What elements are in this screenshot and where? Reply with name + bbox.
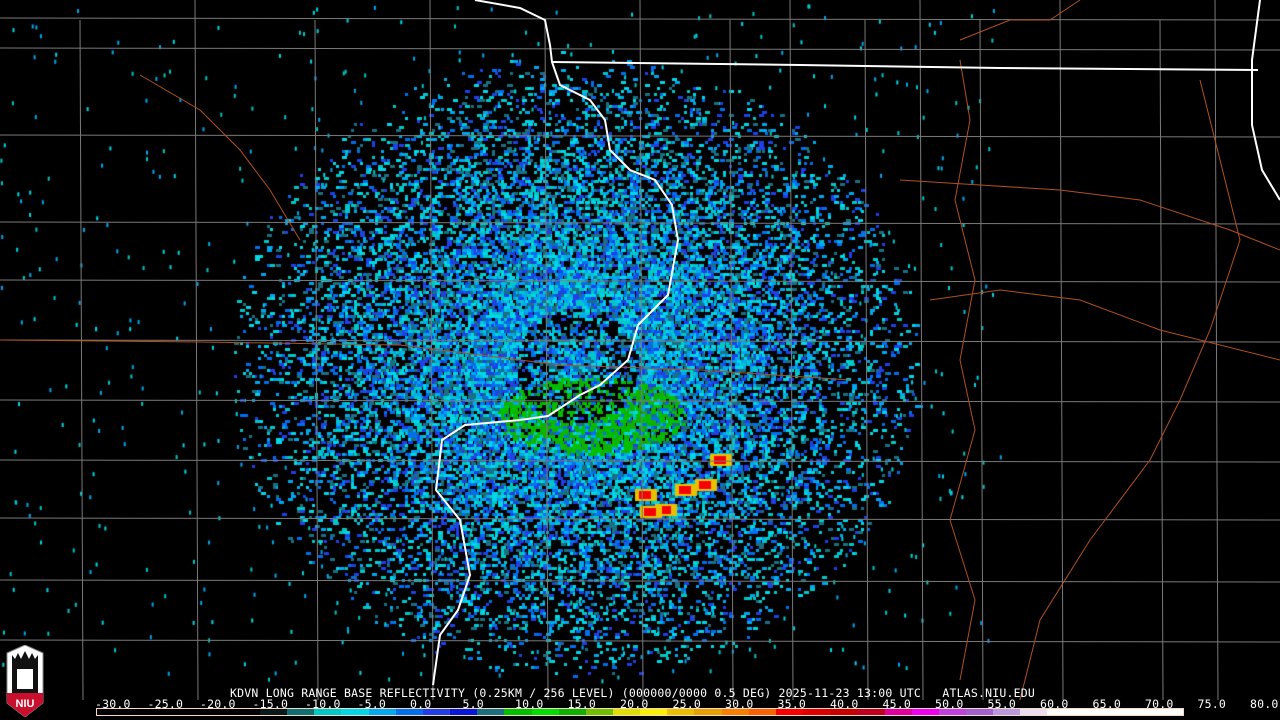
legend-swatch bbox=[504, 709, 532, 715]
legend-tick: -15.0 bbox=[252, 697, 289, 711]
legend-swatch bbox=[368, 709, 396, 715]
legend-swatch bbox=[1156, 709, 1184, 715]
legend-tick: 80.0 bbox=[1250, 697, 1279, 711]
legend-tick: 40.0 bbox=[830, 697, 859, 711]
county-line bbox=[0, 639, 1280, 643]
niu-logo: NIU bbox=[6, 645, 44, 717]
legend-tick: 60.0 bbox=[1040, 697, 1069, 711]
legend-tick: 0.0 bbox=[410, 697, 432, 711]
county-line bbox=[729, 19, 734, 701]
county-line bbox=[0, 221, 1280, 225]
legend-swatch bbox=[748, 709, 776, 715]
legend-swatch bbox=[884, 709, 912, 715]
legend-swatch bbox=[205, 709, 233, 715]
legend-swatch bbox=[803, 709, 831, 715]
legend-tick: -25.0 bbox=[147, 697, 184, 711]
county-line bbox=[194, 0, 199, 701]
legend-tick: 15.0 bbox=[567, 697, 596, 711]
legend-tick: -30.0 bbox=[95, 697, 131, 711]
legend-swatch bbox=[966, 709, 994, 715]
county-line bbox=[0, 134, 1280, 138]
legend-tick: 5.0 bbox=[462, 697, 484, 711]
state-borders bbox=[432, 0, 1280, 686]
legend-swatch bbox=[1047, 709, 1075, 715]
legend-swatch bbox=[938, 709, 966, 715]
legend-swatch bbox=[97, 709, 125, 715]
legend-ticks: -30.0 -25.0 -20.0 -15.0 -10.0 -5.0 0.0 5.0 10.0 1… bbox=[95, 697, 1280, 711]
county-line bbox=[1159, 19, 1164, 701]
legend-swatch bbox=[1101, 709, 1129, 715]
county-line bbox=[789, 0, 794, 701]
legend-tick: 20.0 bbox=[620, 697, 649, 711]
legend-tick: 30.0 bbox=[725, 697, 754, 711]
county-line bbox=[0, 17, 1280, 21]
legend-swatch bbox=[640, 709, 668, 715]
svg-text:NIU: NIU bbox=[16, 698, 35, 710]
legend-swatch bbox=[477, 709, 505, 715]
legend-tick: 10.0 bbox=[515, 697, 544, 711]
legend-tick: 55.0 bbox=[987, 697, 1016, 711]
legend-swatch bbox=[531, 709, 559, 715]
legend-tick: 65.0 bbox=[1092, 697, 1121, 711]
county-line bbox=[1214, 0, 1219, 701]
legend-swatch bbox=[314, 709, 342, 715]
legend-swatch bbox=[341, 709, 369, 715]
legend-swatch bbox=[1074, 709, 1102, 715]
legend-tick: 45.0 bbox=[882, 697, 911, 711]
county-line bbox=[314, 19, 319, 701]
county-line bbox=[639, 0, 644, 701]
legend-tick: 25.0 bbox=[672, 697, 701, 711]
legend-swatch bbox=[857, 709, 885, 715]
legend-swatch bbox=[124, 709, 152, 715]
legend-swatch bbox=[178, 709, 206, 715]
legend-swatch bbox=[667, 709, 695, 715]
legend-swatch bbox=[558, 709, 586, 715]
county-line bbox=[544, 19, 549, 701]
county-line bbox=[429, 0, 434, 701]
product-title: KDVN LONG RANGE BASE REFLECTIVITY (0.25K… bbox=[230, 686, 1035, 700]
legend-swatch bbox=[775, 709, 804, 715]
county-line bbox=[864, 19, 869, 701]
legend-swatch bbox=[232, 709, 260, 715]
legend-swatch bbox=[612, 709, 641, 715]
legend-swatch bbox=[1128, 709, 1157, 715]
legend-tick: -10.0 bbox=[305, 697, 341, 711]
legend-swatch bbox=[694, 709, 722, 715]
legend-tick: 35.0 bbox=[777, 697, 806, 711]
county-line bbox=[0, 517, 1280, 521]
county-line bbox=[0, 459, 1280, 463]
county-line bbox=[0, 339, 1280, 343]
legend-swatch bbox=[585, 709, 613, 715]
county-line bbox=[0, 279, 1280, 283]
legend-swatch bbox=[151, 709, 179, 715]
color-scale-bar bbox=[96, 708, 1184, 716]
county-line bbox=[0, 579, 1280, 583]
legend-swatch bbox=[830, 709, 858, 715]
county-line bbox=[979, 19, 984, 701]
county-line bbox=[0, 47, 1280, 51]
highway-lines bbox=[0, 0, 1280, 701]
county-line bbox=[1059, 0, 1064, 701]
legend-tick: 70.0 bbox=[1145, 697, 1174, 711]
legend-tick: 75.0 bbox=[1197, 697, 1226, 711]
county-line bbox=[919, 0, 924, 701]
county-line bbox=[0, 399, 1280, 403]
legend-tick: -5.0 bbox=[357, 697, 386, 711]
legend-swatch bbox=[422, 709, 451, 715]
county-line bbox=[79, 19, 84, 701]
legend-swatch bbox=[259, 709, 288, 715]
county-lines bbox=[0, 0, 1280, 701]
legend-swatch bbox=[287, 709, 315, 715]
legend-tick: 50.0 bbox=[935, 697, 964, 711]
legend-swatch bbox=[911, 709, 939, 715]
legend-swatch bbox=[1020, 709, 1048, 715]
legend-swatch bbox=[450, 709, 478, 715]
legend-tick: -20.0 bbox=[200, 697, 236, 711]
legend-swatch bbox=[993, 709, 1021, 715]
legend-swatch bbox=[721, 709, 749, 715]
legend-swatch bbox=[395, 709, 423, 715]
